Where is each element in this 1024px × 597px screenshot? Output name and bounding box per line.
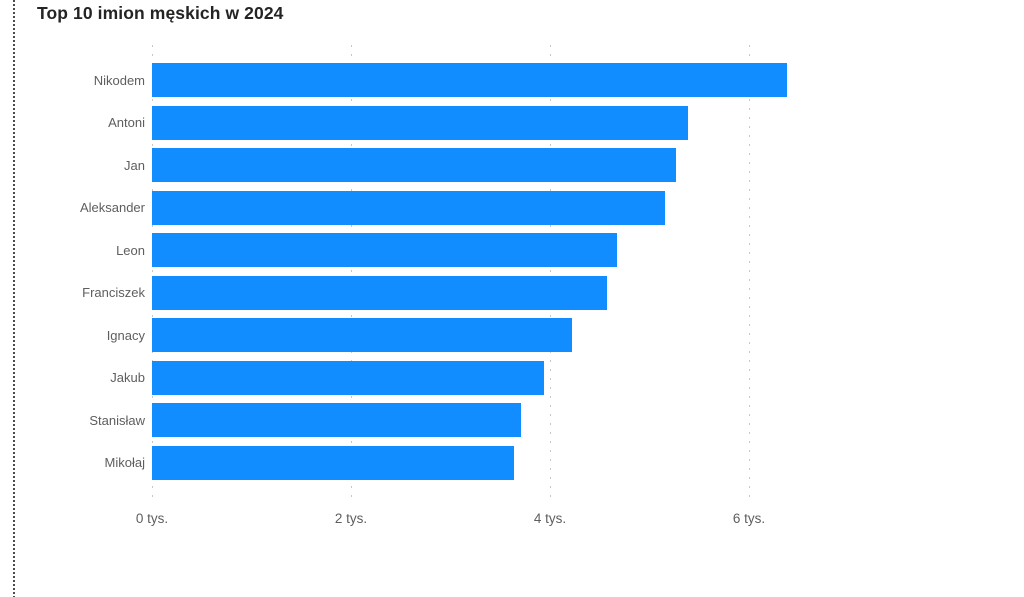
x-gridline <box>549 45 551 497</box>
bar[interactable] <box>152 148 676 182</box>
category-label: Ignacy <box>106 327 145 343</box>
bar[interactable] <box>152 63 787 97</box>
bar[interactable] <box>152 105 688 140</box>
bar[interactable] <box>152 360 544 395</box>
category-label: Aleksander <box>79 200 145 215</box>
x-gridline <box>748 45 750 497</box>
category-label: Stanisław <box>89 412 145 428</box>
x-gridline <box>350 45 352 497</box>
bar[interactable] <box>152 445 514 480</box>
bar[interactable] <box>152 190 665 225</box>
category-label: Leon <box>116 242 145 258</box>
category-label: Mikołaj <box>104 455 145 470</box>
category-label: Antoni <box>108 115 145 130</box>
category-label: Franciszek <box>82 285 145 300</box>
category-label: Jan <box>124 157 145 173</box>
bar[interactable] <box>152 318 572 352</box>
bar[interactable] <box>152 233 617 267</box>
bar[interactable] <box>152 275 607 310</box>
chart-title: Top 10 imion męskich w 2024 <box>37 3 284 23</box>
category-label: Jakub <box>110 370 145 385</box>
bar[interactable] <box>152 403 521 437</box>
x-tick-label: 4 tys. <box>533 511 567 526</box>
canvas-edge-dotted-guide <box>13 0 15 597</box>
category-label: Nikodem <box>93 72 145 88</box>
x-gridline <box>151 45 153 497</box>
x-tick-label: 6 tys. <box>732 511 766 526</box>
x-tick-label: 0 tys. <box>135 511 169 526</box>
x-tick-label: 2 tys. <box>334 511 368 526</box>
